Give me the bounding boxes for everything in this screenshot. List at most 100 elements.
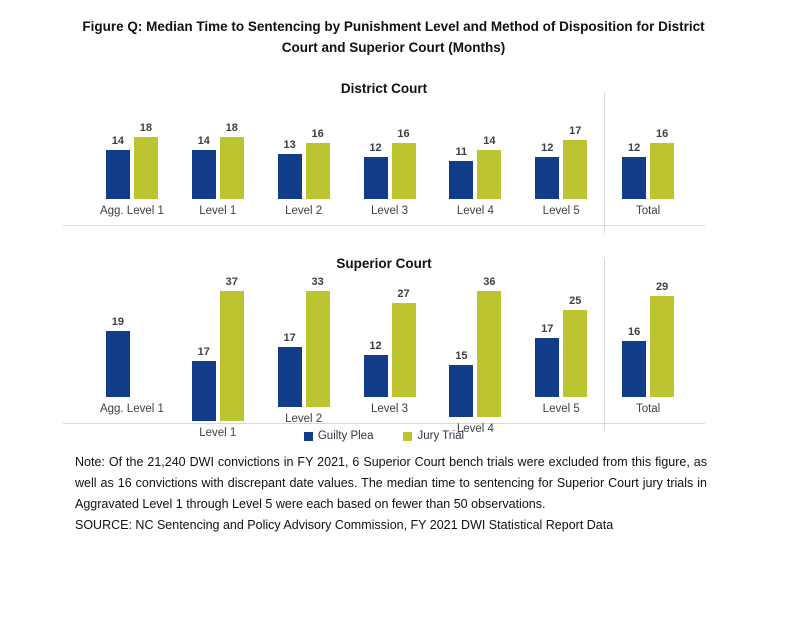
superior-court-chart: Superior Court 19 Agg. Level 1 17 37 Level 1…	[63, 256, 705, 442]
bar-jury-trial	[477, 150, 502, 199]
note-text: Note: Of the 21,240 DWI convictions in F…	[75, 455, 707, 511]
bar-value-label: 18	[139, 121, 153, 134]
bar-value-label: 14	[111, 135, 125, 148]
bar-jury-trial	[477, 291, 502, 417]
bar-column: 14	[477, 134, 502, 199]
chart-legend: Guilty Plea Jury Trial	[63, 430, 705, 442]
bar-pair: 12 16	[605, 108, 691, 199]
bar-jury-trial	[305, 143, 330, 199]
bar-value-label: 16	[655, 128, 669, 141]
chart-group: 17 33 Level 2	[261, 275, 347, 425]
bar-value-label: 33	[311, 276, 324, 288]
bar-value-label: 17	[197, 346, 210, 358]
bar-jury-trial	[219, 291, 244, 421]
bar-value-label: 11	[455, 145, 468, 158]
bar-value-label: 16	[311, 128, 324, 141]
bar-value-label: 25	[569, 294, 582, 307]
bar-jury-trial	[133, 136, 158, 199]
bar-column: 16	[622, 325, 647, 397]
bar-value-label: 12	[369, 142, 382, 155]
bar-pair: 14 18	[175, 108, 261, 199]
bar-pair: 11 14	[432, 108, 518, 199]
bar-column: 27	[391, 287, 416, 397]
bar-jury-trial	[391, 302, 416, 397]
bar-value-label: 15	[455, 349, 468, 362]
guilty-plea-swatch-icon	[303, 431, 313, 441]
bar-guilty-plea	[191, 361, 216, 421]
figure-title: Figure Q: Median Time to Sentencing by P…	[82, 19, 705, 55]
category-label: Level 1	[199, 426, 237, 439]
category-label: Level 2	[285, 412, 323, 425]
bar-pair: 12 27	[347, 275, 433, 397]
bar-pair: 12 16	[347, 108, 433, 199]
bar-guilty-plea	[535, 157, 560, 199]
bar-pair: 14 18	[89, 108, 175, 199]
bar-value-label: 37	[225, 276, 238, 288]
legend-item-jury-trial: Jury Trial	[403, 430, 464, 442]
jury-trial-swatch-icon	[403, 431, 413, 441]
chart-group: 13 16 Level 2	[261, 108, 347, 225]
category-label: Level 2	[285, 205, 323, 217]
bar-column: 12	[363, 141, 388, 199]
bar-jury-trial	[391, 143, 416, 199]
bar-column: 16	[650, 127, 675, 199]
bar-value-label: 18	[225, 121, 238, 134]
category-label: Level 5	[542, 403, 580, 415]
figure-notes: Note: Of the 21,240 DWI convictions in F…	[75, 452, 707, 536]
category-label: Agg. Level 1	[99, 205, 164, 217]
chart-group: 19 Agg. Level 1	[89, 275, 175, 423]
district-court-heading: District Court	[340, 81, 428, 96]
bar-pair: 12 17	[518, 108, 604, 199]
bar-column: 18	[133, 121, 158, 199]
bar-value-label: 17	[569, 125, 582, 138]
category-label: Level 1	[199, 205, 237, 217]
bar-guilty-plea	[277, 153, 302, 199]
bar-guilty-plea	[363, 355, 388, 397]
bar-column: 13	[277, 138, 302, 199]
chart-group: 17 37 Level 1	[175, 275, 261, 439]
superior-court-plot: 19 Agg. Level 1 17 37 Level 1 17 33 Level 2 12 27…	[63, 259, 705, 439]
bar-value-label: 14	[197, 135, 210, 148]
figure-page: { "figure": { "title": "Figure Q: Median…	[0, 16, 787, 627]
bar-guilty-plea	[105, 150, 130, 199]
bar-value-label: 19	[111, 315, 125, 328]
category-label: Level 5	[542, 205, 580, 217]
category-label: Level 3	[370, 205, 409, 217]
bar-jury-trial	[563, 309, 588, 397]
bar-column: 29	[650, 280, 675, 397]
bar-value-label: 16	[627, 326, 641, 338]
bar-column: 17	[191, 345, 216, 421]
source-text: SOURCE: NC Sentencing and Policy Advisor…	[75, 518, 614, 532]
bar-jury-trial	[305, 291, 330, 407]
bar-column: 14	[191, 134, 216, 199]
bar-column: 16	[305, 127, 330, 199]
chart-group: 15 36 Level 4	[432, 275, 518, 435]
bar-guilty-plea	[191, 150, 216, 199]
bar-value-label: 17	[541, 322, 554, 335]
chart-group: 12 16 Total	[605, 108, 691, 225]
bar-column: 12	[622, 141, 647, 199]
bar-guilty-plea	[622, 341, 647, 397]
bar-column: 33	[305, 275, 330, 407]
chart-group: 14 18 Level 1	[175, 108, 261, 225]
bar-guilty-plea	[535, 337, 560, 397]
legend-label: Guilty Plea	[317, 430, 374, 442]
bar-column: 37	[219, 275, 244, 421]
bar-pair: 13 16	[261, 108, 347, 199]
bar-guilty-plea	[363, 157, 388, 199]
chart-group: 11 14 Level 4	[432, 108, 518, 225]
chart-group: 14 18 Agg. Level 1	[89, 108, 175, 225]
bar-column: 36	[477, 275, 502, 417]
bar-pair: 17 25	[518, 275, 604, 397]
bar-column: 17	[563, 124, 588, 199]
bar-column: 12	[363, 339, 388, 397]
bar-guilty-plea	[449, 160, 474, 199]
bar-pair: 17 33	[261, 275, 347, 407]
bar-column: 17	[277, 331, 302, 407]
bar-column: 12	[535, 141, 560, 199]
bar-column: 11	[449, 145, 474, 199]
bar-value-label: 12	[627, 142, 641, 155]
bar-guilty-plea	[277, 347, 302, 407]
chart-group: 12 27 Level 3	[347, 275, 433, 423]
district-court-plot: 14 18 Agg. Level 1 14 18 Level 1 13 16 Level 2 12…	[63, 92, 705, 233]
